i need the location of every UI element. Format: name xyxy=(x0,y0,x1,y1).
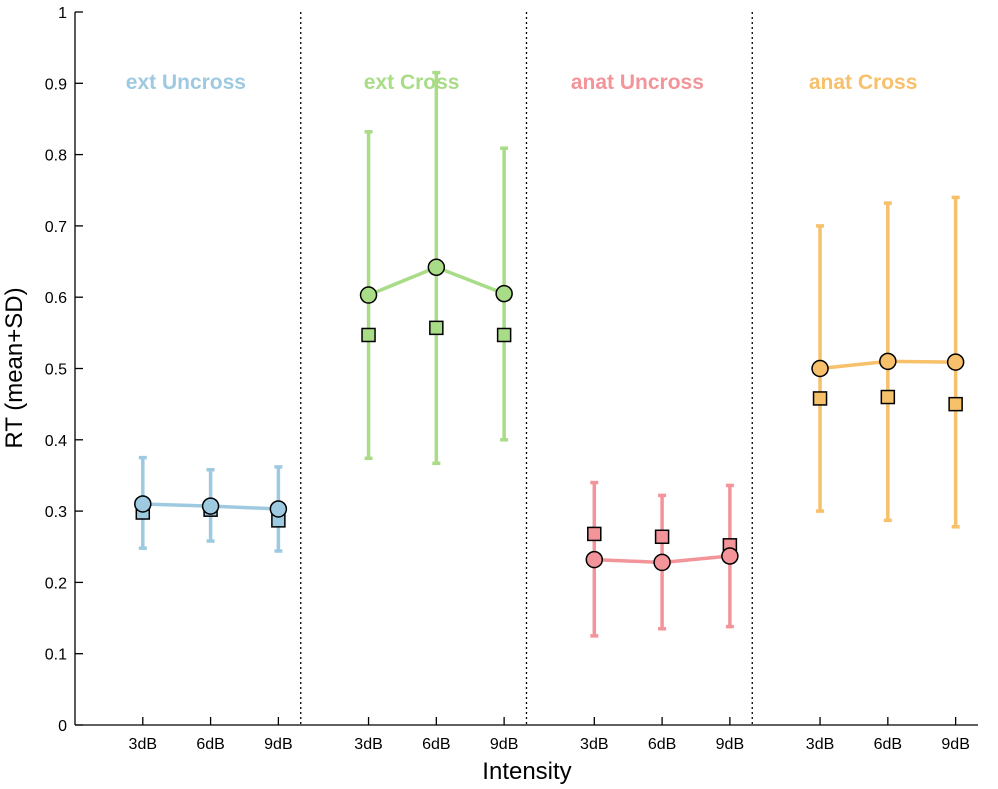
y-tick-label: 0.5 xyxy=(45,362,67,379)
plot-area: 0 0.1 0.2 0.3 0.4 0.5 0.6 0.7 0.8 0.9 1 ext Uncross… xyxy=(45,5,978,753)
group-title: anat Uncross xyxy=(571,71,704,94)
group-title: ext Uncross xyxy=(126,71,246,94)
y-tick-label: 0.3 xyxy=(45,504,67,521)
y-tick-label: 0 xyxy=(58,718,67,735)
circle-marker xyxy=(359,286,378,304)
x-tick-label: 6dB xyxy=(648,736,676,753)
x-tick-label: 9dB xyxy=(264,736,292,753)
circle-marker xyxy=(946,353,965,371)
circle-marker xyxy=(495,284,513,303)
square-marker xyxy=(361,327,376,343)
y-tick-label: 1 xyxy=(58,5,67,22)
circle-marker xyxy=(811,359,829,378)
y-tick-label: 0.6 xyxy=(45,290,67,307)
group-title: anat Cross xyxy=(809,71,918,94)
y-axis-title: RT (mean+SD) xyxy=(1,287,28,448)
x-tick-label: 3dB xyxy=(354,736,382,753)
x-tick-label: 9dB xyxy=(941,736,969,753)
square-marker xyxy=(429,320,444,336)
y-tick-label: 0.7 xyxy=(45,219,67,236)
group-title: ext Cross xyxy=(364,71,460,94)
x-axis-title: Intensity xyxy=(482,758,571,785)
y-tick-label: 0.2 xyxy=(45,575,67,592)
circle-marker xyxy=(653,553,671,572)
square-marker xyxy=(654,529,670,545)
x-tick-label: 6dB xyxy=(422,736,450,753)
square-marker xyxy=(880,389,896,405)
y-tick-label: 0.8 xyxy=(45,148,67,165)
x-tick-label: 3dB xyxy=(580,736,608,753)
x-tick-label: 3dB xyxy=(129,736,157,753)
square-marker xyxy=(812,391,828,406)
x-tick-label: 6dB xyxy=(874,736,902,753)
y-tick-label: 0.1 xyxy=(45,647,67,664)
circle-marker xyxy=(721,547,739,565)
circle-marker xyxy=(427,258,446,277)
circle-marker xyxy=(879,352,897,371)
square-marker xyxy=(496,327,512,343)
x-tick-label: 9dB xyxy=(490,736,518,753)
x-tick-label: 3dB xyxy=(806,736,834,753)
y-tick-label: 0.4 xyxy=(45,433,67,450)
square-marker xyxy=(587,526,602,542)
circle-marker xyxy=(201,497,220,515)
y-tick-label: 0.9 xyxy=(45,76,67,93)
circle-marker xyxy=(269,500,288,518)
square-marker xyxy=(948,396,963,412)
x-tick-label: 6dB xyxy=(196,736,224,753)
circle-marker xyxy=(585,550,604,569)
circle-marker xyxy=(134,495,152,513)
x-tick-label: 9dB xyxy=(716,736,744,753)
